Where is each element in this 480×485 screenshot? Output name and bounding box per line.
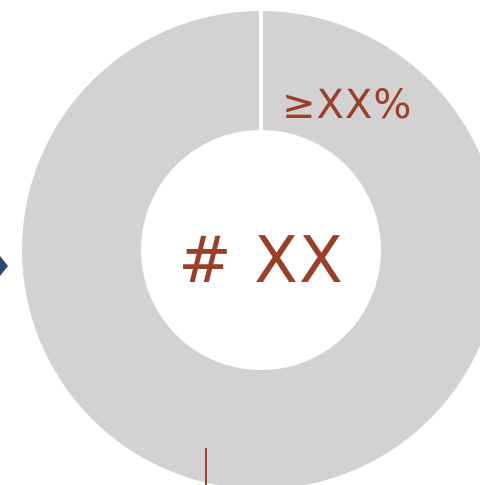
donut-hole <box>141 130 381 370</box>
center-label: # XX <box>178 224 344 298</box>
chevron-right-icon <box>0 256 8 276</box>
segment-divider <box>259 0 263 131</box>
bottom-connector-line <box>205 448 207 485</box>
segment-label: ≥XX% <box>282 82 412 128</box>
